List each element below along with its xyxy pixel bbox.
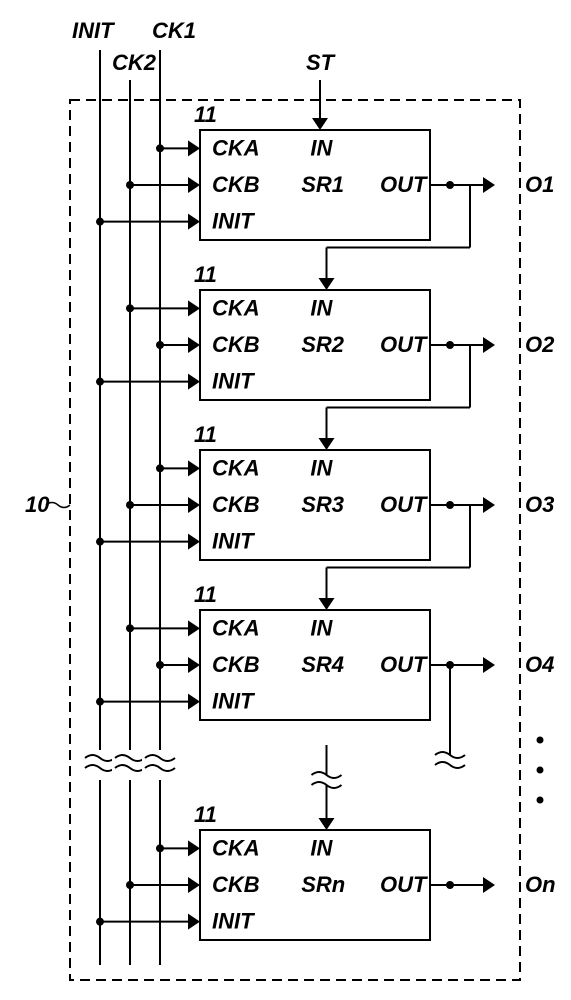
- label-st: ST: [306, 50, 336, 75]
- svg-text:OUT: OUT: [380, 332, 428, 357]
- label-11: 11: [194, 422, 217, 447]
- svg-text:IN: IN: [310, 295, 333, 320]
- block-id: SR2: [301, 332, 345, 357]
- block-id: SR3: [301, 492, 344, 517]
- svg-text:IN: IN: [310, 835, 333, 860]
- label-11: 11: [194, 802, 217, 827]
- out-label: O2: [525, 332, 555, 357]
- label-init-rail: INIT: [72, 18, 115, 43]
- svg-text:OUT: OUT: [380, 172, 428, 197]
- svg-text:IN: IN: [310, 455, 333, 480]
- svg-text:CKB: CKB: [212, 492, 260, 517]
- out-label: On: [525, 872, 556, 897]
- svg-text:OUT: OUT: [380, 492, 428, 517]
- svg-text:CKA: CKA: [212, 615, 260, 640]
- svg-text:INIT: INIT: [212, 209, 255, 234]
- svg-text:CKA: CKA: [212, 835, 260, 860]
- svg-text:CKA: CKA: [212, 455, 260, 480]
- svg-text:INIT: INIT: [212, 909, 255, 934]
- label-ck2-rail: CK2: [112, 50, 157, 75]
- ellipsis-dot: [537, 737, 544, 744]
- svg-text:OUT: OUT: [380, 872, 428, 897]
- block-id: SR4: [301, 652, 344, 677]
- out-label: O3: [525, 492, 554, 517]
- svg-text:INIT: INIT: [212, 689, 255, 714]
- svg-text:CKB: CKB: [212, 872, 260, 897]
- svg-text:CKA: CKA: [212, 135, 260, 160]
- label-ck1-rail: CK1: [152, 18, 196, 43]
- label-11: 11: [194, 102, 217, 127]
- block-id: SR1: [301, 172, 344, 197]
- svg-text:INIT: INIT: [212, 369, 255, 394]
- ellipsis-dot: [537, 767, 544, 774]
- out-label: O4: [525, 652, 554, 677]
- svg-text:IN: IN: [310, 615, 333, 640]
- svg-text:OUT: OUT: [380, 652, 428, 677]
- svg-text:CKB: CKB: [212, 332, 260, 357]
- svg-text:CKB: CKB: [212, 172, 260, 197]
- svg-text:CKB: CKB: [212, 652, 260, 677]
- svg-text:IN: IN: [310, 135, 333, 160]
- svg-text:INIT: INIT: [212, 529, 255, 554]
- label-11: 11: [194, 582, 217, 607]
- label-11: 11: [194, 262, 217, 287]
- svg-text:CKA: CKA: [212, 295, 260, 320]
- ellipsis-dot: [537, 797, 544, 804]
- block-id: SRn: [301, 872, 345, 897]
- out-label: O1: [525, 172, 554, 197]
